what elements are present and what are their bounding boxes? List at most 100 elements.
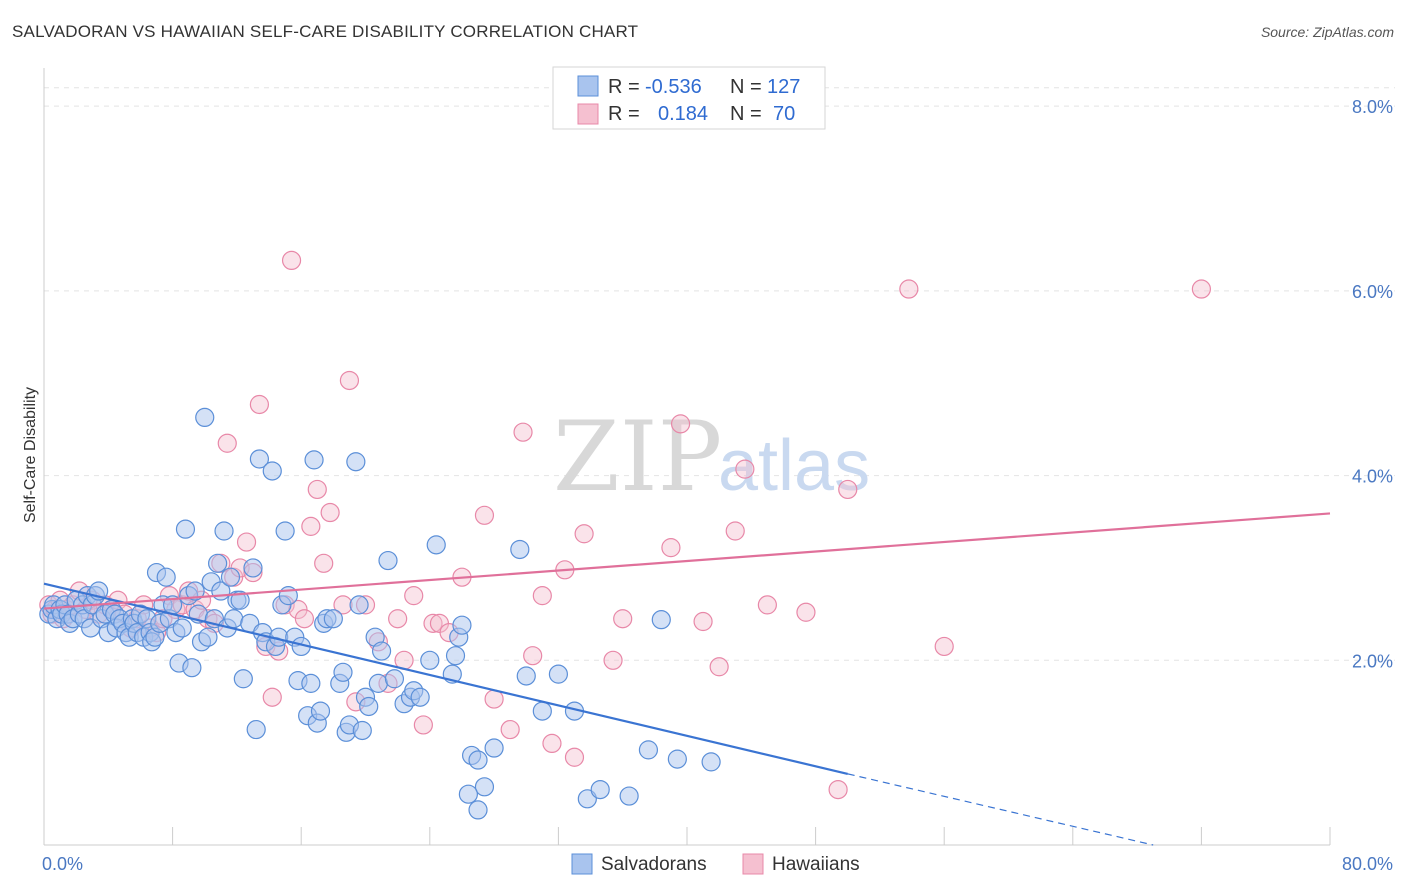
hawaiians-point-70 [574, 524, 594, 544]
legend-r-value-1: -0.536 [645, 76, 702, 98]
hawaiians-point-72 [613, 609, 633, 629]
salvadorans-point-106 [410, 687, 430, 707]
hawaiians-point-80 [796, 602, 816, 622]
series-label-salvadorans: Salvadorans [601, 854, 707, 875]
tick-labels: 2.0% 4.0% 6.0% 8.0% 0.0% 80.0% [42, 97, 1393, 874]
x-tick-label-0: 0.0% [42, 854, 83, 874]
salvadorans-point-57 [208, 553, 228, 573]
legend-n-value-2: 70 [773, 103, 795, 125]
salvadorans-point-47 [175, 519, 196, 539]
salvadorans-point-122 [548, 664, 569, 684]
correlation-legend: R = -0.536 N = 127 R = 0.184 N = 70 [552, 66, 826, 130]
chart-title: SALVADORAN VS HAWAIIAN SELF-CARE DISABIL… [12, 22, 639, 41]
x-tick-label-1: 80.0% [1342, 854, 1393, 874]
salvadorans-point-93 [346, 452, 366, 472]
salvadorans-point-82 [301, 673, 321, 693]
legend-r-label-1: R = [608, 76, 640, 98]
salvadorans-point-90 [333, 662, 353, 682]
hawaiians-point-75 [693, 611, 713, 632]
y-tick-label-0: 2.0% [1352, 651, 1393, 671]
hawaiians-point-83 [899, 279, 919, 299]
hawaiians-point-81 [828, 779, 848, 800]
hawaiians-point-66 [532, 586, 552, 606]
hawaiians-point-69 [564, 747, 585, 767]
y-tick-label-3: 8.0% [1352, 97, 1393, 117]
legend-swatch-hawaiians [577, 103, 599, 125]
salvadorans-point-115 [474, 777, 495, 797]
hawaiians-point-67 [542, 733, 562, 754]
salvadorans-point-83 [304, 450, 324, 470]
y-axis-label: Self-Care Disability [22, 387, 39, 523]
salvadorans-point-72 [262, 461, 282, 481]
salvadorans-point-108 [426, 535, 446, 555]
series-swatch-hawaiians [742, 853, 764, 875]
hawaiians-points [39, 250, 1212, 800]
salvadorans-point-102 [384, 669, 405, 689]
hawaiians-point-85 [1191, 279, 1212, 299]
hawaiians-point-84 [934, 636, 954, 657]
salvadorans-point-129 [667, 749, 687, 769]
watermark-atlas: atlas [718, 426, 870, 506]
hawaiians-point-61 [474, 505, 495, 525]
hawaiians-point-63 [500, 719, 520, 740]
hawaiians-point-56 [413, 715, 433, 735]
hawaiians-point-57 [423, 613, 443, 633]
salvadorans-point-61 [220, 567, 241, 587]
salvadorans-trend-line [43, 582, 849, 775]
trend-lines [43, 512, 1331, 846]
salvadorans-point-130 [701, 752, 721, 772]
hawaiians-point-76 [709, 657, 729, 677]
salvadorans-point-126 [619, 786, 639, 806]
watermark-zip: ZIP [553, 401, 722, 513]
salvadorans-point-125 [590, 779, 610, 800]
hawaiians-point-42 [294, 609, 315, 629]
salvadorans-point-49 [182, 658, 202, 678]
salvadorans-point-112 [452, 615, 472, 635]
salvadorans-point-76 [275, 521, 295, 541]
legend-n-value-1: 127 [767, 76, 800, 98]
salvadorans-point-120 [516, 666, 536, 686]
salvadorans-point-117 [468, 800, 488, 820]
hawaiians-point-48 [339, 370, 360, 391]
legend-n-label-1: N = [730, 76, 762, 98]
hawaiians-point-44 [307, 479, 327, 500]
legend-n-label-2: N = [730, 103, 762, 125]
hawaiians-point-64 [513, 422, 533, 442]
salvadorans-point-85 [310, 701, 331, 721]
hawaiians-point-33 [236, 532, 257, 552]
salvadorans-point-97 [359, 696, 379, 717]
legend-swatch-salvadorans [577, 75, 599, 97]
hawaiians-point-77 [725, 521, 745, 541]
salvadorans-point-118 [484, 738, 504, 758]
salvadorans-point-124 [577, 789, 597, 809]
salvadorans-point-41 [156, 567, 176, 587]
salvadorans-point-121 [532, 701, 552, 721]
salvadorans-point-64 [230, 590, 250, 610]
salvadorans-point-116 [458, 784, 478, 804]
salvadorans-point-46 [172, 618, 192, 638]
hawaiians-point-82 [838, 479, 858, 500]
hawaiians-point-65 [523, 646, 543, 666]
salvadorans-point-88 [323, 609, 343, 629]
series-legend: Salvadorans Hawaiians [571, 853, 860, 875]
salvadorans-point-65 [233, 669, 253, 689]
hawaiians-point-40 [281, 250, 302, 271]
hawaiians-point-35 [249, 394, 270, 415]
hawaiians-point-43 [301, 516, 321, 536]
series-label-hawaiians: Hawaiians [772, 854, 860, 875]
salvadorans-point-100 [371, 641, 392, 661]
salvadorans-point-119 [510, 539, 530, 560]
salvadorans-point-67 [243, 558, 263, 578]
hawaiians-point-74 [670, 414, 691, 434]
salvadorans-trend-extension [847, 773, 1154, 846]
hawaiians-point-55 [404, 586, 424, 606]
salvadorans-point-95 [352, 720, 372, 741]
hawaiians-point-71 [603, 650, 623, 670]
y-tick-label-1: 4.0% [1352, 467, 1393, 487]
hawaiians-point-30 [217, 433, 237, 453]
hawaiians-point-78 [735, 459, 755, 479]
salvadorans-point-127 [638, 740, 659, 760]
salvadorans-point-110 [445, 646, 466, 666]
salvadorans-point-128 [651, 610, 671, 630]
